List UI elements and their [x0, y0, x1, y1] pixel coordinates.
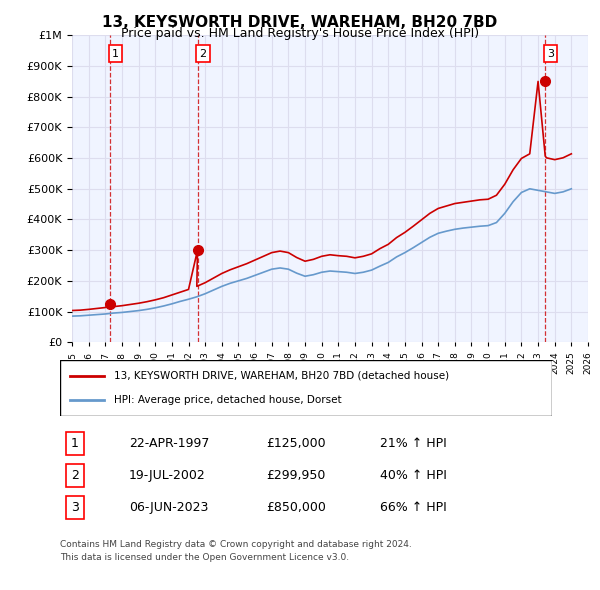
Text: This data is licensed under the Open Government Licence v3.0.: This data is licensed under the Open Gov… [60, 553, 349, 562]
Text: 1: 1 [112, 49, 119, 59]
Text: 66% ↑ HPI: 66% ↑ HPI [380, 501, 446, 514]
Text: 1: 1 [71, 437, 79, 450]
Text: Price paid vs. HM Land Registry's House Price Index (HPI): Price paid vs. HM Land Registry's House … [121, 27, 479, 40]
Text: £850,000: £850,000 [266, 501, 326, 514]
Text: 40% ↑ HPI: 40% ↑ HPI [380, 469, 446, 482]
Text: 13, KEYSWORTH DRIVE, WAREHAM, BH20 7BD: 13, KEYSWORTH DRIVE, WAREHAM, BH20 7BD [103, 15, 497, 30]
Text: Contains HM Land Registry data © Crown copyright and database right 2024.: Contains HM Land Registry data © Crown c… [60, 540, 412, 549]
Text: 13, KEYSWORTH DRIVE, WAREHAM, BH20 7BD (detached house): 13, KEYSWORTH DRIVE, WAREHAM, BH20 7BD (… [114, 371, 449, 381]
Text: HPI: Average price, detached house, Dorset: HPI: Average price, detached house, Dors… [114, 395, 342, 405]
Text: 06-JUN-2023: 06-JUN-2023 [129, 501, 208, 514]
Text: 2: 2 [199, 49, 206, 59]
Text: 19-JUL-2002: 19-JUL-2002 [129, 469, 206, 482]
Text: 22-APR-1997: 22-APR-1997 [129, 437, 209, 450]
Text: 2: 2 [71, 469, 79, 482]
Text: £299,950: £299,950 [266, 469, 326, 482]
Text: 3: 3 [71, 501, 79, 514]
Text: 21% ↑ HPI: 21% ↑ HPI [380, 437, 446, 450]
Text: 3: 3 [547, 49, 554, 59]
Text: £125,000: £125,000 [266, 437, 326, 450]
